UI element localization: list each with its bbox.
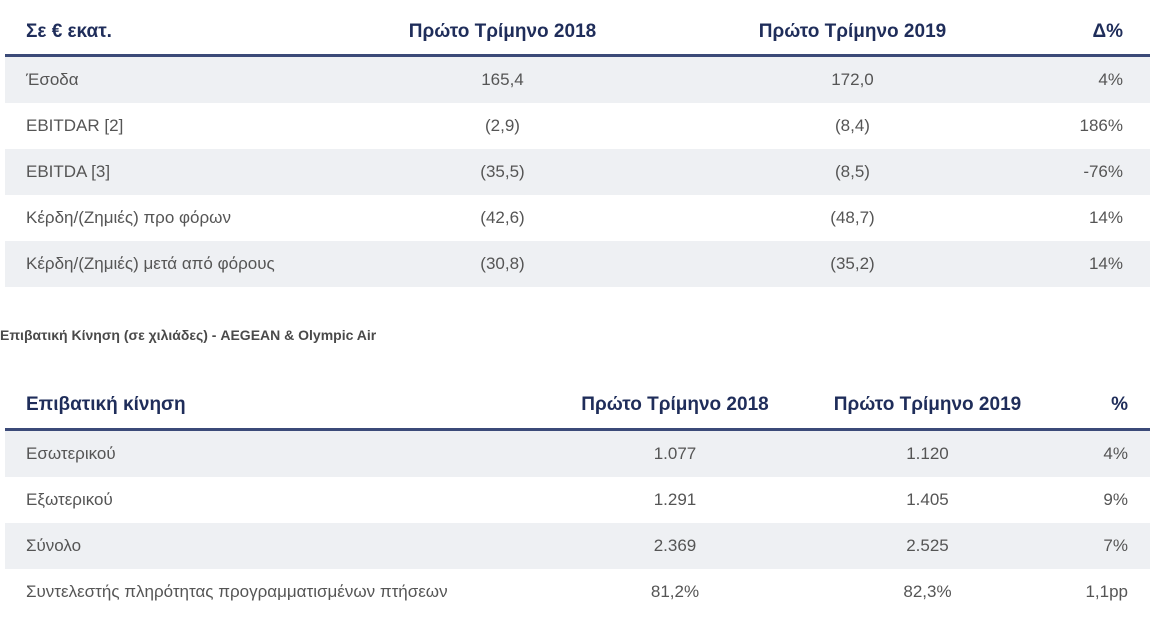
- cell-q1-2019: 172,0: [690, 55, 1015, 103]
- table-row: Σύνολο 2.369 2.525 7%: [5, 523, 1150, 569]
- cell-q1-2019: 2.525: [805, 523, 1050, 569]
- cell-q1-2018: 1.291: [653, 490, 697, 509]
- cell-change: 1,1pp: [1085, 582, 1128, 601]
- cell-q1-2019: 82,3%: [903, 582, 952, 601]
- table-row: EBITDAR [2] (2,9) (8,4) 186%: [5, 103, 1150, 149]
- column-header-change: Δ%: [1015, 10, 1150, 57]
- cell-q1-2018: 2.369: [545, 523, 805, 569]
- column-header-q1-2018: Πρώτο Τρίμηνο 2018: [545, 382, 805, 431]
- cell-q1-2019: 1.405: [906, 490, 949, 509]
- column-header-percent: %: [1050, 382, 1150, 431]
- cell-change: 4%: [1050, 429, 1150, 477]
- cell-q1-2019: 1.120: [805, 429, 1050, 477]
- cell-q1-2018: (30,8): [315, 241, 690, 287]
- cell-q1-2018: 81,2%: [650, 582, 700, 601]
- column-header-q1-2019: Πρώτο Τρίμηνο 2019: [805, 382, 1050, 431]
- table-row: Κέρδη/(Ζημιές) προ φόρων (42,6) (48,7) 1…: [5, 195, 1150, 241]
- cell-q1-2018: (35,5): [315, 149, 690, 195]
- cell-q1-2018: 1.077: [545, 429, 805, 477]
- table-row: Εσωτερικού 1.077 1.120 4%: [5, 429, 1150, 477]
- cell-q1-2018: 165,4: [315, 55, 690, 103]
- row-label: Εξωτερικού: [26, 490, 113, 509]
- traffic-table-caption: Επιβατική Κίνηση (σε χιλιάδες) - AEGEAN …: [0, 327, 377, 343]
- column-header-metric: Σε € εκατ.: [5, 10, 315, 57]
- cell-q1-2019: (8,4): [835, 116, 870, 135]
- column-header-q1-2019: Πρώτο Τρίμηνο 2019: [690, 10, 1015, 57]
- row-label: Σύνολο: [5, 523, 545, 569]
- table-header-row: Επιβατική κίνηση Πρώτο Τρίμηνο 2018 Πρώτ…: [5, 382, 1150, 431]
- table-row: Έσοδα 165,4 172,0 4%: [5, 55, 1150, 103]
- cell-q1-2019: (48,7): [830, 208, 875, 227]
- table-row: Εξωτερικού 1.291 1.405 9%: [5, 477, 1150, 523]
- cell-change: 7%: [1050, 523, 1150, 569]
- cell-q1-2018: (42,6): [480, 208, 525, 227]
- column-header-q1-2018: Πρώτο Τρίμηνο 2018: [315, 10, 690, 57]
- cell-change: 14%: [1015, 241, 1150, 287]
- column-header-traffic: Επιβατική κίνηση: [5, 382, 545, 431]
- cell-change: 186%: [1079, 116, 1123, 135]
- table-row: Κέρδη/(Ζημιές) μετά από φόρους (30,8) (3…: [5, 241, 1150, 287]
- table-row: EBITDA [3] (35,5) (8,5) -76%: [5, 149, 1150, 195]
- row-label: Κέρδη/(Ζημιές) προ φόρων: [26, 208, 231, 227]
- row-label: Κέρδη/(Ζημιές) μετά από φόρους: [5, 241, 315, 287]
- row-label: EBITDAR [2]: [26, 116, 124, 135]
- row-label: EBITDA [3]: [5, 149, 315, 195]
- cell-q1-2019: (35,2): [690, 241, 1015, 287]
- cell-q1-2019: (8,5): [690, 149, 1015, 195]
- passenger-traffic-table: Επιβατική κίνηση Πρώτο Τρίμηνο 2018 Πρώτ…: [5, 382, 1150, 615]
- financial-results-table: Σε € εκατ. Πρώτο Τρίμηνο 2018 Πρώτο Τρίμ…: [5, 10, 1150, 287]
- cell-change: 9%: [1103, 490, 1128, 509]
- cell-change: 14%: [1088, 208, 1123, 227]
- row-label: Συντελεστής πληρότητας προγραμματισμένων…: [26, 582, 448, 601]
- row-label: Έσοδα: [5, 55, 315, 103]
- table-row: Συντελεστής πληρότητας προγραμματισμένων…: [5, 569, 1150, 615]
- cell-q1-2018: (2,9): [485, 116, 520, 135]
- cell-change: 4%: [1015, 55, 1150, 103]
- row-label: Εσωτερικού: [5, 429, 545, 477]
- cell-change: -76%: [1015, 149, 1150, 195]
- table-header-row: Σε € εκατ. Πρώτο Τρίμηνο 2018 Πρώτο Τρίμ…: [5, 10, 1150, 57]
